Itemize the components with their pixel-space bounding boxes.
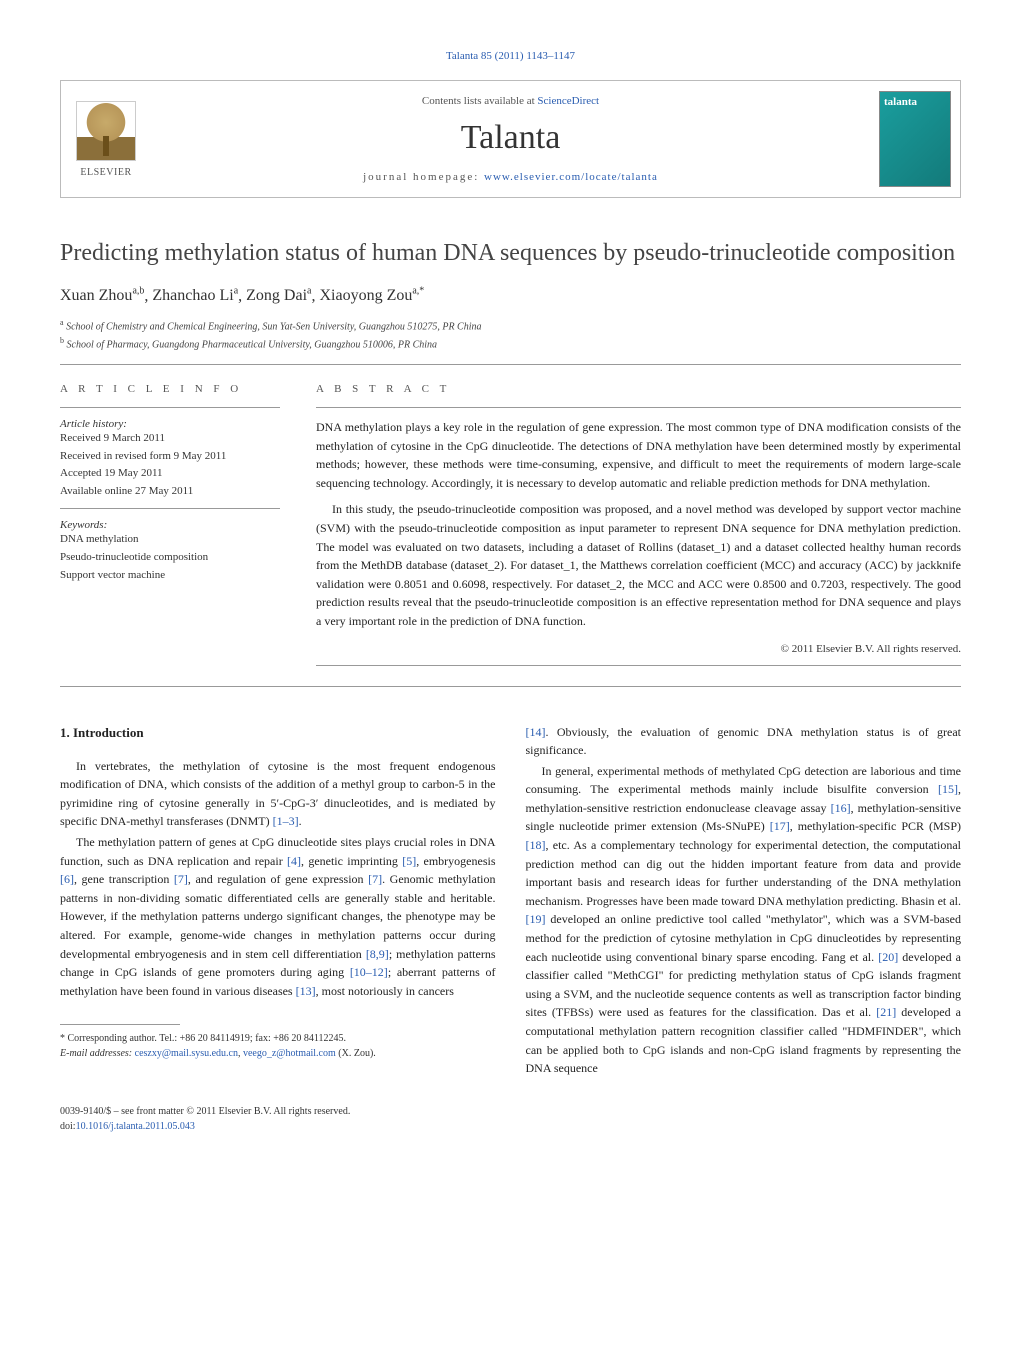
journal-homepage-line: journal homepage: www.elsevier.com/locat… bbox=[161, 171, 860, 183]
page: Talanta 85 (2011) 1143–1147 ELSEVIER Con… bbox=[0, 0, 1021, 1184]
citation-link[interactable]: [21] bbox=[876, 1005, 896, 1019]
info-abstract-row: A R T I C L E I N F O Article history: R… bbox=[60, 383, 961, 676]
citation-link[interactable]: [8,9] bbox=[366, 947, 389, 961]
corresponding-author-footnote: * Corresponding author. Tel.: +86 20 841… bbox=[60, 1031, 496, 1061]
article-info-column: A R T I C L E I N F O Article history: R… bbox=[60, 383, 280, 676]
citation-link[interactable]: [7] bbox=[368, 872, 382, 886]
keyword: DNA methylation bbox=[60, 531, 280, 549]
body-left-column: 1. Introduction In vertebrates, the meth… bbox=[60, 723, 496, 1080]
publisher-logo-block: ELSEVIER bbox=[61, 81, 151, 197]
author-corresponding: Xiaoyong Zoua,* bbox=[319, 287, 424, 304]
abstract-paragraph: In this study, the pseudo-trinucleotide … bbox=[316, 500, 961, 630]
citation-link[interactable]: [15] bbox=[938, 782, 958, 796]
journal-homepage-link[interactable]: www.elsevier.com/locate/talanta bbox=[484, 171, 658, 183]
author-email-link[interactable]: ceszxy@mail.sysu.edu.cn bbox=[135, 1048, 238, 1059]
body-paragraph: In vertebrates, the methylation of cytos… bbox=[60, 757, 496, 831]
citation-link[interactable]: [14] bbox=[526, 725, 546, 739]
citation-link[interactable]: [10–12] bbox=[350, 965, 388, 979]
journal-reference: Talanta 85 (2011) 1143–1147 bbox=[60, 50, 961, 62]
body-paragraph: [14]. Obviously, the evaluation of genom… bbox=[526, 723, 962, 760]
doi-line: doi:10.1016/j.talanta.2011.05.043 bbox=[60, 1119, 961, 1134]
history-item: Accepted 19 May 2011 bbox=[60, 465, 280, 483]
body-right-column: [14]. Obviously, the evaluation of genom… bbox=[526, 723, 962, 1080]
copyright-line: © 2011 Elsevier B.V. All rights reserved… bbox=[316, 643, 961, 655]
affiliation: b School of Pharmacy, Guangdong Pharmace… bbox=[60, 335, 961, 352]
abstract-column: A B S T R A C T DNA methylation plays a … bbox=[316, 383, 961, 676]
history-label: Article history: bbox=[60, 418, 280, 430]
keyword: Support vector machine bbox=[60, 567, 280, 585]
author: Zong Daia bbox=[246, 287, 311, 304]
citation-link[interactable]: [5] bbox=[402, 854, 416, 868]
citation-link[interactable]: [7] bbox=[174, 872, 188, 886]
author: Zhanchao Lia bbox=[152, 287, 238, 304]
citation-link[interactable]: [4] bbox=[287, 854, 301, 868]
citation-link[interactable]: [17] bbox=[770, 819, 790, 833]
author-list: Xuan Zhoua,b, Zhanchao Lia, Zong Daia, X… bbox=[60, 286, 961, 305]
contents-available-line: Contents lists available at ScienceDirec… bbox=[161, 95, 860, 107]
body-paragraph: The methylation pattern of genes at CpG … bbox=[60, 833, 496, 1000]
sciencedirect-link[interactable]: ScienceDirect bbox=[537, 95, 599, 107]
article-title: Predicting methylation status of human D… bbox=[60, 238, 961, 268]
citation-link[interactable]: [16] bbox=[831, 801, 851, 815]
header-center: Contents lists available at ScienceDirec… bbox=[151, 81, 870, 197]
abstract-label: A B S T R A C T bbox=[316, 383, 961, 395]
affiliations: a School of Chemistry and Chemical Engin… bbox=[60, 317, 961, 352]
citation-link[interactable]: [20] bbox=[878, 950, 898, 964]
keyword: Pseudo-trinucleotide composition bbox=[60, 549, 280, 567]
footnote-rule bbox=[60, 1024, 180, 1025]
publisher-label: ELSEVIER bbox=[80, 167, 131, 178]
keywords-label: Keywords: bbox=[60, 519, 280, 531]
journal-ref-link[interactable]: Talanta 85 (2011) 1143–1147 bbox=[446, 50, 575, 62]
footer-meta: 0039-9140/$ – see front matter © 2011 El… bbox=[60, 1104, 961, 1134]
citation-link[interactable]: [18] bbox=[526, 838, 546, 852]
body-two-column: 1. Introduction In vertebrates, the meth… bbox=[60, 723, 961, 1080]
author: Xuan Zhoua,b bbox=[60, 287, 144, 304]
history-item: Received 9 March 2011 bbox=[60, 430, 280, 448]
journal-cover-icon bbox=[879, 91, 951, 187]
history-item: Available online 27 May 2011 bbox=[60, 483, 280, 501]
divider bbox=[60, 686, 961, 687]
doi-link[interactable]: 10.1016/j.talanta.2011.05.043 bbox=[76, 1121, 195, 1132]
journal-cover-block bbox=[870, 81, 960, 197]
abstract-paragraph: DNA methylation plays a key role in the … bbox=[316, 418, 961, 492]
citation-link[interactable]: [13] bbox=[296, 984, 316, 998]
issn-line: 0039-9140/$ – see front matter © 2011 El… bbox=[60, 1104, 961, 1119]
divider bbox=[60, 364, 961, 365]
citation-link[interactable]: [19] bbox=[526, 912, 546, 926]
abstract-text: DNA methylation plays a key role in the … bbox=[316, 418, 961, 631]
journal-name: Talanta bbox=[161, 119, 860, 157]
section-heading: 1. Introduction bbox=[60, 723, 496, 743]
article-info-label: A R T I C L E I N F O bbox=[60, 383, 280, 395]
history-item: Received in revised form 9 May 2011 bbox=[60, 448, 280, 466]
affiliation: a School of Chemistry and Chemical Engin… bbox=[60, 317, 961, 334]
author-email-link[interactable]: veego_z@hotmail.com bbox=[243, 1048, 336, 1059]
citation-link[interactable]: [6] bbox=[60, 872, 74, 886]
elsevier-tree-icon bbox=[76, 101, 136, 161]
body-paragraph: In general, experimental methods of meth… bbox=[526, 762, 962, 1078]
journal-header-box: ELSEVIER Contents lists available at Sci… bbox=[60, 80, 961, 198]
citation-link[interactable]: [1–3] bbox=[273, 814, 299, 828]
